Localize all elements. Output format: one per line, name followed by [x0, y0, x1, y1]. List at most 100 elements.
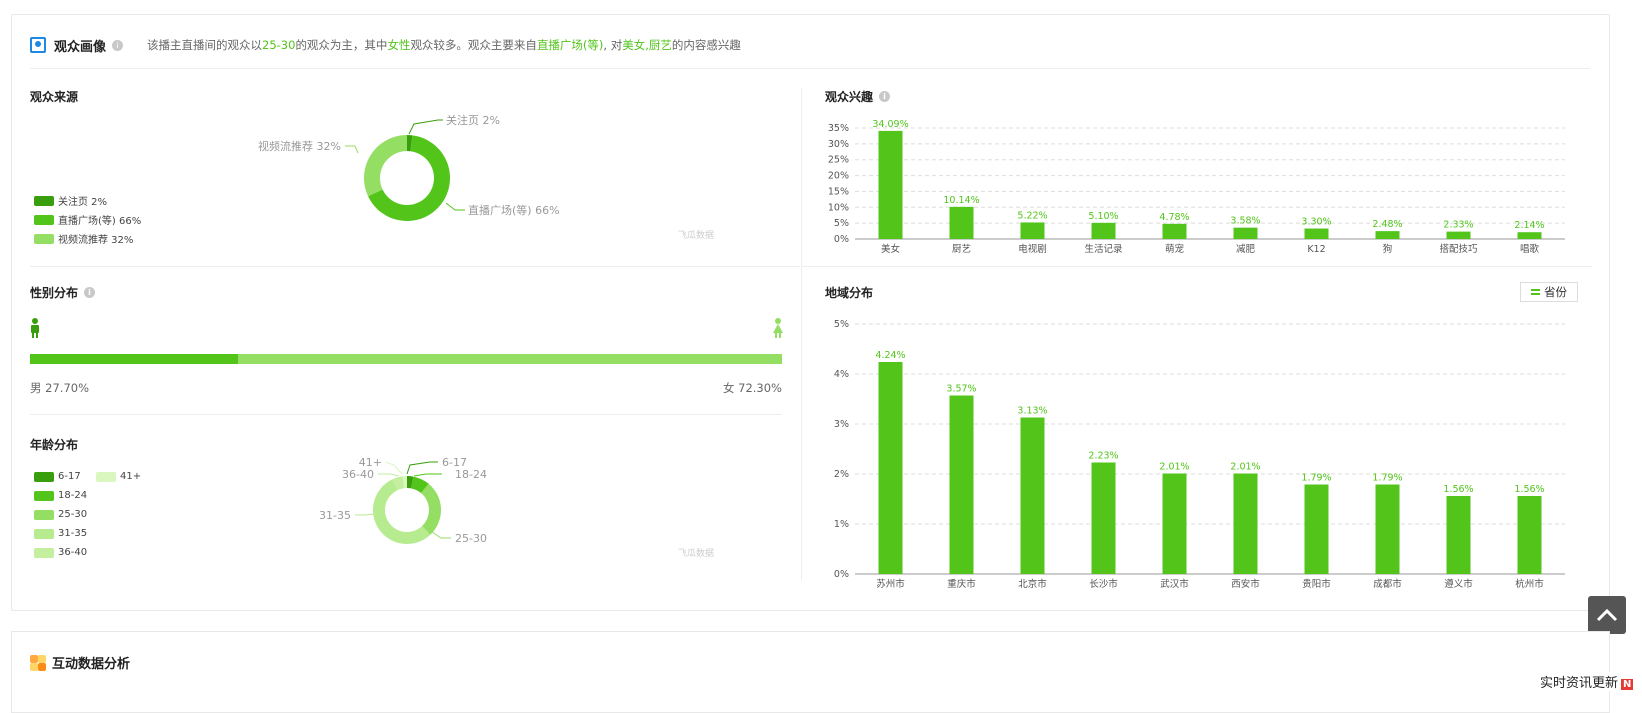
donut-slice-41+[interactable]: [402, 476, 407, 489]
legend-label: 视频流推荐 32%: [58, 235, 134, 246]
callout-label: 视频流推荐 32%: [258, 139, 341, 153]
male-label: 男 27.70%: [30, 381, 90, 395]
bar-狗[interactable]: [1375, 231, 1400, 239]
legend-swatch: [34, 471, 54, 482]
bar-搭配技巧[interactable]: [1446, 231, 1471, 239]
news-update-link[interactable]: 实时资讯更新 N: [1540, 672, 1634, 691]
age-title: 年龄分布: [30, 438, 79, 452]
row-divider-left: [30, 266, 800, 267]
donut-slice-36-40[interactable]: [392, 476, 405, 491]
female-bar[interactable]: [238, 354, 782, 364]
summary-highlight-age: 25-30: [262, 38, 296, 52]
legend-swatch: [34, 233, 54, 244]
legend-item[interactable]: 6-17 41+: [34, 467, 141, 486]
data-label: 34.09%: [872, 119, 908, 130]
y-tick-label: 5%: [834, 319, 849, 330]
bar-北京市[interactable]: [1020, 417, 1045, 575]
x-tick-label: 电视剧: [1018, 243, 1047, 255]
interaction-title: 互动数据分析: [52, 657, 131, 672]
donut-slice-18-24[interactable]: [411, 476, 429, 494]
summary-part: , 对: [603, 38, 623, 52]
bar-唱歌[interactable]: [1517, 232, 1542, 239]
x-tick-label: 西安市: [1231, 578, 1260, 590]
summary-highlight-interest: 美女,厨艺: [622, 38, 672, 52]
legend-swatch: [34, 547, 54, 558]
data-label: 2.01%: [1159, 462, 1189, 473]
bar-厨艺[interactable]: [949, 206, 974, 239]
bar-减肥[interactable]: [1233, 227, 1258, 239]
bar-贵阳市[interactable]: [1304, 484, 1329, 575]
bar-重庆市[interactable]: [949, 395, 974, 575]
female-label: 女 72.30%: [722, 381, 782, 395]
donut-slice-视频流推荐[interactable]: [364, 135, 407, 197]
bar-长沙市[interactable]: [1091, 462, 1116, 575]
summary-highlight-source: 直播广场(等): [536, 38, 604, 52]
y-tick-label: 35%: [828, 123, 849, 134]
legend-swatch: [34, 490, 54, 501]
male-bar[interactable]: [30, 354, 239, 364]
back-to-top-button[interactable]: [1588, 596, 1626, 634]
summary-part: 的内容感兴趣: [671, 38, 741, 52]
data-label: 4.24%: [875, 350, 905, 361]
x-tick-label: 苏州市: [876, 578, 905, 590]
callout-label: 6-17: [442, 456, 467, 469]
toggle-icon: [1531, 289, 1540, 295]
legend-swatch: [34, 195, 54, 206]
row-divider-right: [802, 266, 1592, 267]
legend-swatch: [34, 509, 54, 520]
age-legend: 6-17 41+ 18-24 25-30 31-35 36-40: [34, 467, 141, 562]
bar-生活记录[interactable]: [1091, 222, 1116, 239]
y-tick-label: 3%: [834, 419, 849, 430]
watermark: 飞瓜数据: [678, 549, 715, 559]
legend-item[interactable]: 直播广场(等) 66%: [34, 210, 141, 229]
x-tick-label: 萌宠: [1165, 243, 1185, 255]
donut-slice-直播广场(等)[interactable]: [368, 135, 450, 221]
province-toggle-button[interactable]: 省份: [1520, 282, 1578, 302]
data-label: 2.14%: [1514, 220, 1544, 231]
bar-电视剧[interactable]: [1020, 222, 1045, 239]
legend-item[interactable]: 25-30: [34, 505, 141, 524]
x-tick-label: 减肥: [1236, 243, 1256, 255]
legend-item[interactable]: 视频流推荐 32%: [34, 229, 141, 248]
summary-part: 观众较多。观众主要来自: [410, 38, 537, 52]
watermark: 飞瓜数据: [678, 231, 715, 241]
bar-美女[interactable]: [878, 130, 903, 239]
donut-slice-31-35[interactable]: [373, 479, 431, 544]
bar-苏州市[interactable]: [878, 362, 903, 574]
legend-item[interactable]: 36-40: [34, 543, 141, 562]
donut-slice-6-17[interactable]: [407, 476, 414, 489]
legend-item[interactable]: 31-35: [34, 524, 141, 543]
callout-label: 31-35: [320, 509, 351, 522]
legend-item[interactable]: 18-24: [34, 486, 141, 505]
bar-遵义市[interactable]: [1446, 496, 1471, 574]
callout-line: [445, 202, 465, 211]
source-legend: 关注页 2% 直播广场(等) 66% 视频流推荐 32%: [34, 191, 141, 248]
y-tick-label: 10%: [828, 202, 849, 213]
section-header: 观众画像 i 该播主直播间的观众以25-30的观众为主，其中女性观众较多。观众主…: [30, 34, 741, 56]
info-icon[interactable]: i: [112, 39, 124, 51]
info-icon[interactable]: i: [879, 91, 891, 102]
bar-杭州市[interactable]: [1517, 496, 1542, 574]
bar-萌宠[interactable]: [1162, 223, 1187, 239]
x-tick-label: 遵义市: [1444, 578, 1473, 590]
bar-K12[interactable]: [1304, 228, 1329, 239]
callout-line: [385, 461, 403, 475]
donut-slice-25-30[interactable]: [421, 483, 441, 535]
bar-成都市[interactable]: [1375, 484, 1400, 575]
summary-text: 该播主直播间的观众以25-30的观众为主，其中女性观众较多。观众主要来自直播广场…: [147, 37, 741, 53]
data-label: 10.14%: [943, 195, 979, 206]
x-tick-label: 贵阳市: [1302, 578, 1331, 590]
info-icon[interactable]: i: [84, 287, 96, 298]
data-label: 2.33%: [1443, 220, 1473, 231]
legend-item[interactable]: 关注页 2%: [34, 191, 141, 210]
summary-part: 该播主直播间的观众以: [147, 38, 263, 52]
donut-slice-关注页[interactable]: [407, 135, 413, 152]
bar-西安市[interactable]: [1233, 473, 1258, 575]
data-label: 1.79%: [1301, 473, 1331, 484]
callout-label: 41+: [359, 456, 382, 469]
bar-武汉市[interactable]: [1162, 473, 1187, 575]
legend-label: 6-17: [58, 471, 81, 482]
user-scan-icon: [30, 37, 46, 53]
y-tick-label: 15%: [828, 186, 849, 197]
callout-line: [355, 513, 375, 516]
